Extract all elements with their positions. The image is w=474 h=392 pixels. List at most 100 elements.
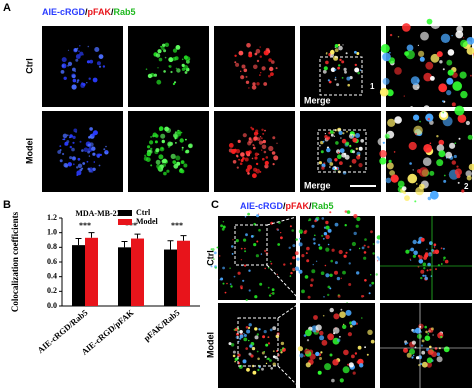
speckle: [390, 174, 399, 183]
speckle: [422, 262, 427, 267]
speckle: [170, 70, 173, 74]
bar: [118, 247, 131, 306]
speckle: [306, 259, 310, 263]
speckle: [180, 169, 185, 174]
y-tick-label: 1.2: [47, 213, 57, 222]
speckle: [430, 53, 440, 63]
speckle: [339, 311, 346, 319]
speckle: [77, 79, 80, 82]
speckle: [369, 284, 372, 287]
speckle: [248, 269, 251, 272]
speckle: [439, 60, 443, 64]
speckle: [379, 87, 389, 97]
speckle: [158, 57, 163, 62]
speckle: [240, 152, 245, 157]
speckle: [341, 77, 344, 79]
speckle: [220, 224, 224, 228]
overlays: [234, 56, 472, 389]
y-tick-label: 0.8: [47, 242, 57, 251]
speckle: [264, 129, 266, 132]
speckle: [251, 127, 255, 131]
speckle: [147, 73, 153, 79]
speckle: [370, 230, 373, 234]
speckle: [334, 158, 338, 162]
speckle: [348, 283, 352, 286]
speckle: [234, 329, 236, 331]
speckle: [64, 141, 69, 146]
speckle: [232, 354, 236, 358]
speckle: [308, 219, 310, 222]
speckle: [334, 78, 337, 81]
speckle: [105, 145, 107, 148]
speckle: [334, 76, 337, 79]
speckle: [305, 329, 312, 337]
speckle: [75, 58, 79, 62]
speckle: [443, 256, 446, 260]
speckle: [336, 276, 341, 281]
speckle: [81, 167, 84, 170]
speckle: [353, 231, 357, 236]
speckle: [87, 45, 90, 48]
speckle: [259, 55, 262, 58]
speckle: [327, 79, 330, 82]
speckle: [155, 159, 161, 165]
speckle: [75, 131, 77, 133]
speckle: [297, 346, 303, 352]
speckle: [82, 162, 86, 165]
speckle: [249, 344, 253, 348]
speckle: [413, 114, 420, 121]
speckle: [237, 271, 241, 275]
speckle: [427, 117, 430, 121]
speckle: [96, 153, 100, 158]
speckle: [334, 48, 339, 53]
speckle: [413, 125, 423, 135]
speckle: [299, 353, 304, 358]
speckle: [268, 145, 274, 152]
speckle: [93, 161, 96, 163]
speckle: [414, 200, 417, 203]
speckle: [443, 259, 445, 261]
speckle: [231, 245, 234, 248]
speckle: [326, 147, 331, 153]
speckle: [214, 266, 217, 269]
speckle: [387, 118, 396, 127]
speckle: [325, 247, 330, 252]
speckle: [389, 170, 395, 176]
speckle: [98, 164, 101, 167]
speckle: [79, 140, 82, 143]
speckle: [253, 167, 258, 172]
speckle: [325, 52, 328, 55]
speckle: [382, 141, 385, 144]
significance: ***: [171, 221, 183, 230]
y-tick-label: 1.0: [47, 227, 57, 236]
speckle: [268, 58, 272, 62]
speckle: [340, 277, 342, 279]
speckle: [267, 342, 271, 345]
micrograph: [300, 26, 381, 107]
speckle: [246, 43, 251, 48]
speckle: [251, 157, 254, 160]
speckle: [163, 171, 167, 176]
speckle: [76, 166, 79, 169]
speckle: [354, 50, 357, 54]
speckle: [326, 157, 333, 163]
speckle: [413, 354, 415, 357]
speckle: [312, 263, 314, 266]
speckle: [467, 134, 473, 140]
speckle: [394, 116, 402, 124]
speckle: [372, 243, 375, 245]
speckle: [454, 105, 465, 116]
speckle: [88, 155, 91, 157]
speckle: [325, 234, 330, 240]
speckle: [418, 167, 429, 177]
speckle: [268, 74, 271, 78]
speckle: [432, 334, 434, 336]
speckle: [384, 133, 390, 139]
speckle: [280, 236, 283, 240]
speckle: [427, 333, 430, 335]
speckle: [258, 328, 261, 331]
speckle: [416, 333, 422, 339]
speckle: [335, 141, 339, 145]
speckle: [438, 83, 448, 93]
speckle: [159, 128, 162, 132]
